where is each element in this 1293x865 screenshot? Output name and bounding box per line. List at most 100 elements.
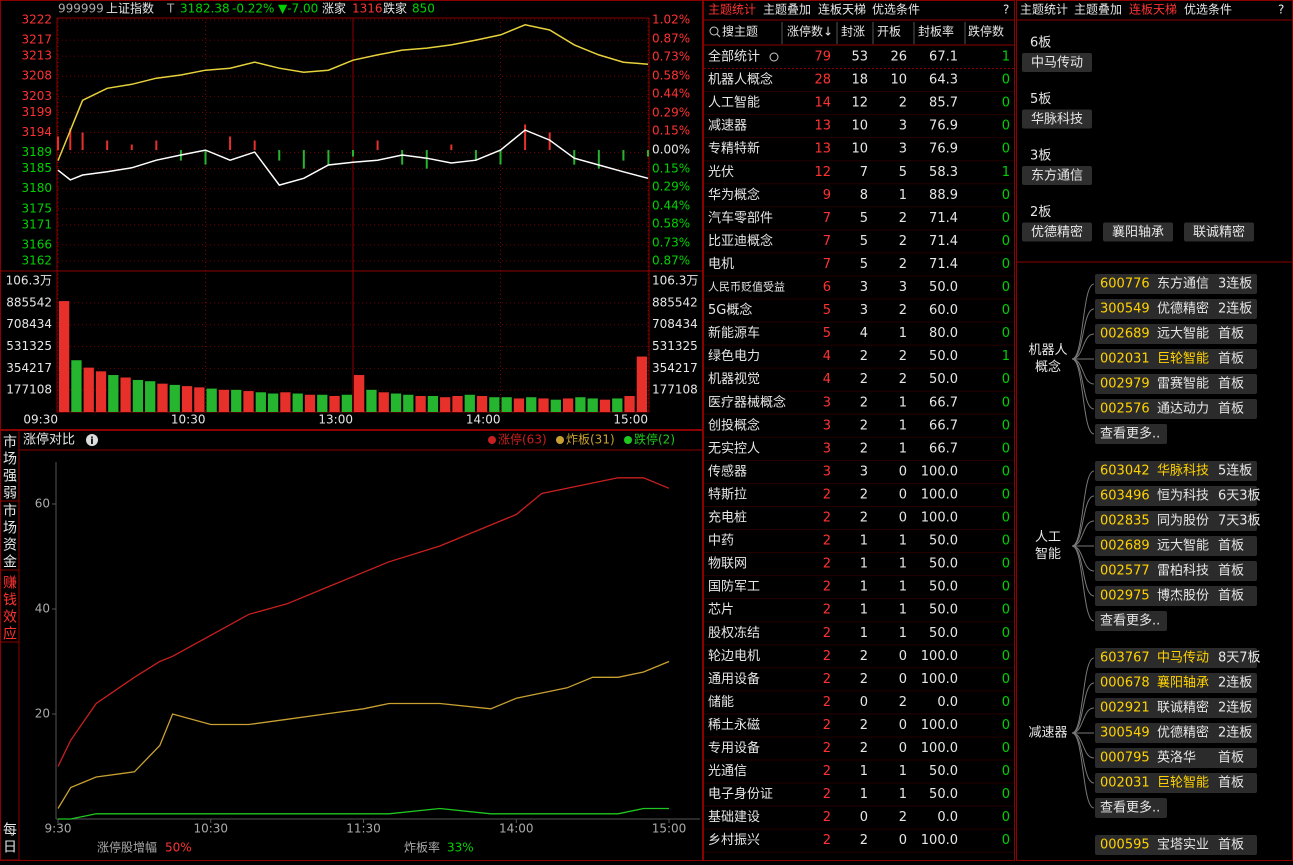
stock-name: 同为股份 [1157,514,1209,529]
theme-name[interactable]: 储能 [708,695,734,710]
table-cell: 2 [823,810,831,825]
table-cell: 71.4 [929,257,958,272]
table-cell: 5 [899,165,907,180]
group-label: 智能 [1035,547,1061,562]
theme-name[interactable]: 机器人概念 [708,72,773,88]
theme-name[interactable]: 机器视觉 [708,372,760,387]
table-cell: 1 [1002,50,1010,65]
table-cell: 50.0 [929,580,958,595]
theme-name[interactable]: 充电桩 [708,510,747,526]
theme-name[interactable]: 物联网 [708,557,747,572]
column-header[interactable]: 封板率 [918,24,954,39]
panel-tab[interactable]: ? [1278,3,1284,17]
price-tick-label: 3199 [21,105,52,119]
table-cell: 7 [823,234,831,249]
header-price: 3182.38 [180,2,230,16]
table-cell: 2 [823,764,831,779]
panel-tab[interactable]: 主题统计 [708,3,756,17]
table-cell: 2 [823,787,831,802]
side-tab[interactable]: 市场强弱 [1,433,17,502]
panel-tab[interactable]: 优选条件 [872,3,920,17]
column-header[interactable]: 涨停数↓ [787,24,833,39]
theme-name[interactable]: 通用设备 [708,671,760,687]
table-cell: 8 [860,188,868,203]
panel-tab[interactable]: 优选条件 [1184,3,1232,17]
pct-tick-label: 1.02% [652,13,690,27]
theme-name[interactable]: 乡村振兴 [708,833,760,848]
column-header[interactable]: 开板 [877,25,901,39]
table-cell: 50.0 [929,349,958,364]
stock-code: 002689 [1100,539,1150,554]
theme-name[interactable]: 基础建设 [708,810,760,825]
volume-tick-label: 708434 [6,317,52,331]
theme-name[interactable]: 国防军工 [708,579,760,595]
theme-name[interactable]: 稀土永磁 [708,718,760,733]
header-down: 850 [412,2,435,16]
table-cell: 5 [860,211,868,226]
panel-tab[interactable]: 连板天梯 [1129,2,1177,17]
theme-name[interactable]: 光伏 [708,165,734,180]
theme-name[interactable]: 芯片 [708,603,734,618]
theme-name[interactable]: 电子身份证 [708,786,773,802]
x-tick-label: 11:30 [346,822,381,836]
theme-name[interactable]: 创投概念 [708,417,760,433]
theme-name[interactable]: 专精特新 [708,141,760,157]
y-tick-label: 60 [35,497,50,511]
volume-bar [268,394,278,412]
header-code: 999999 [58,2,104,16]
pct-tick-label: 0.29% [652,180,690,194]
volume-bar [317,395,327,412]
theme-name[interactable]: 新能源车 [708,325,760,341]
theme-name[interactable]: 轮边电机 [708,649,760,664]
stock-code: 002031 [1100,352,1150,367]
panel-tab[interactable]: 连板天梯 [818,2,866,17]
theme-name[interactable]: 人民币贬值受益 [708,280,785,294]
pct-tick-label: 0.73% [652,49,690,63]
stock-name: 英洛华 [1157,751,1196,766]
theme-name[interactable]: 5G概念 [708,302,752,318]
panel-tab[interactable]: 主题统计 [1020,3,1068,17]
stock-name: 优德精密 [1157,301,1209,317]
stock-code: 300549 [1100,726,1150,741]
theme-name[interactable]: 绿色电力 [708,348,760,364]
theme-name[interactable]: 减速器 [708,119,747,134]
pct-tick-label: 0.44% [652,199,690,213]
table-cell: 3 [899,280,907,295]
side-tab[interactable]: 市场资金 [1,502,17,571]
theme-name[interactable]: 比亚迪概念 [708,233,773,249]
side-tab[interactable]: 赚钱效应 [1,575,17,643]
chart-title: 涨停对比 [23,432,75,448]
panel-tab[interactable]: 主题叠加 [1074,3,1122,17]
x-tick-label: 9:30 [45,822,72,836]
side-tab[interactable]: 每日 [1,822,17,856]
pct-tick-label: 0.87% [652,254,690,268]
column-header[interactable]: 跌停数 [968,24,1004,39]
theme-name[interactable]: 无实控人 [708,441,760,456]
theme-name[interactable]: 全部统计 [708,49,760,65]
table-cell: 2 [823,741,831,756]
theme-name[interactable]: 光通信 [708,764,747,779]
theme-name[interactable]: 人工智能 [708,96,760,111]
theme-name[interactable]: 专用设备 [708,740,760,756]
table-cell: 1 [860,534,868,549]
table-cell: 3 [823,464,831,479]
table-cell: 0 [899,487,907,502]
panel-tab[interactable]: ? [1003,3,1009,17]
table-cell: 100.0 [921,464,958,479]
column-header[interactable]: 搜主题 [722,24,758,39]
theme-name[interactable]: 传感器 [708,463,747,479]
price-tick-label: 3217 [21,33,52,47]
theme-name[interactable]: 医疗器械概念 [708,394,786,410]
theme-name[interactable]: 电机 [708,257,734,272]
theme-name[interactable]: 华为概念 [708,187,760,203]
volume-bar [575,397,585,412]
theme-name[interactable]: 股权冻结 [708,625,760,641]
column-header[interactable]: 封涨 [841,24,865,39]
theme-name[interactable]: 汽车零部件 [708,210,773,226]
theme-name[interactable]: 特斯拉 [708,487,747,502]
table-cell: 79 [814,50,831,65]
table-cell: 0 [1002,372,1010,387]
panel-tab[interactable]: 主题叠加 [763,3,811,17]
theme-name[interactable]: 中药 [708,534,734,549]
table-cell: 3 [823,441,831,456]
